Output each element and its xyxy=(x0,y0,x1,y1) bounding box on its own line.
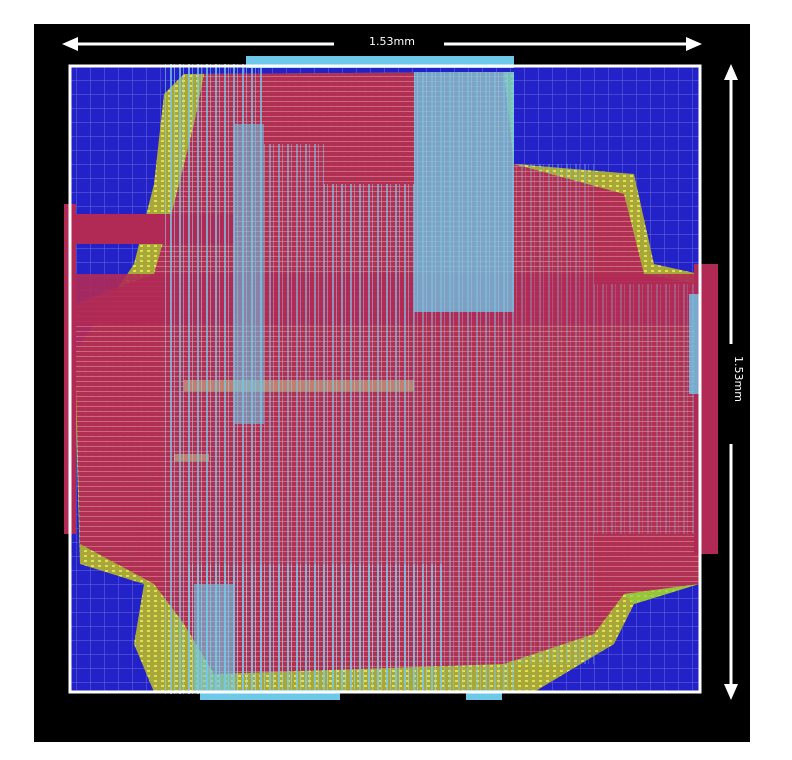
chip-layout-frame: 1.53mm 1.53mm xyxy=(34,24,750,742)
height-dimension-arrow xyxy=(724,64,738,700)
height-label: 1.53mm xyxy=(732,356,745,402)
die-outline xyxy=(68,64,702,694)
bottom-pad-bar xyxy=(200,690,340,700)
chip-layout-image xyxy=(62,37,738,700)
width-dimension-arrow xyxy=(62,37,702,51)
width-label: 1.53mm xyxy=(369,35,415,48)
